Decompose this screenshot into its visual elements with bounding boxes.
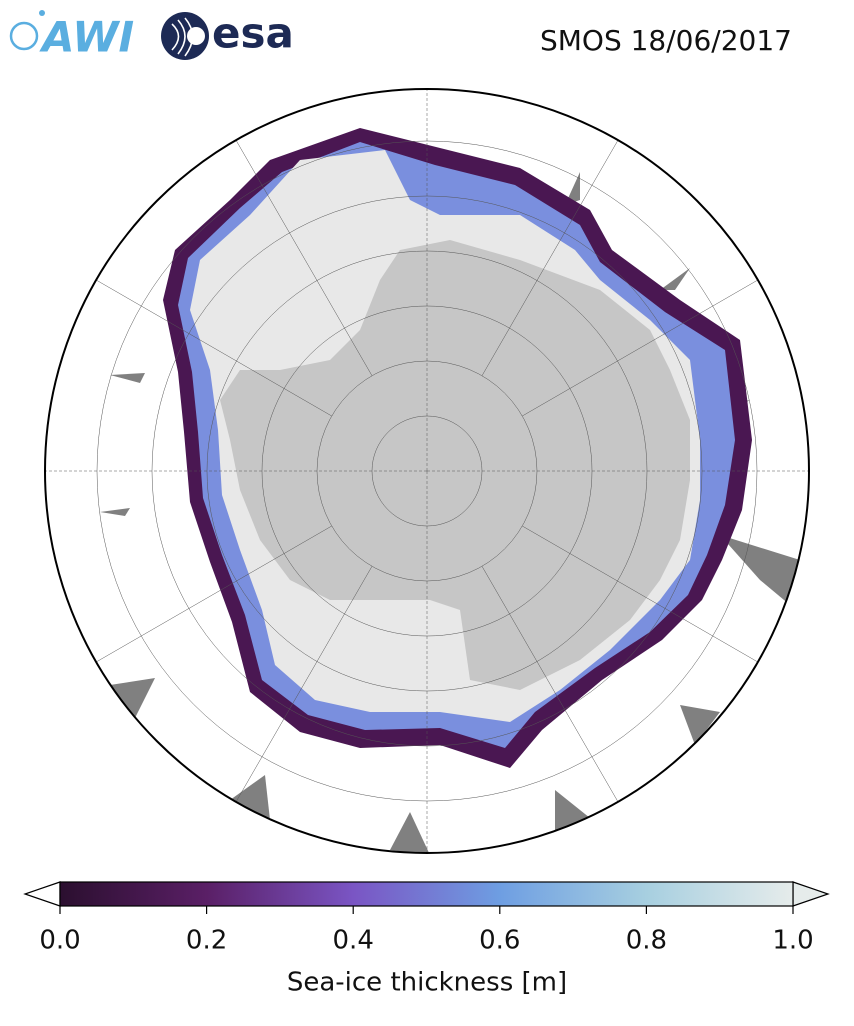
colorbar-under	[23, 881, 61, 907]
map-frame	[44, 88, 810, 854]
colorbar-label: Sea-ice thickness [m]	[287, 968, 567, 998]
colorbar-tick-label: 0.8	[626, 926, 667, 956]
esa-logo: esa	[161, 9, 294, 60]
awi-logo: AWI	[9, 10, 134, 62]
colorbar-tick-label: 0.2	[186, 926, 227, 956]
graticule	[45, 89, 809, 853]
meridian	[235, 140, 373, 376]
awi-logo-text: AWI	[39, 13, 134, 62]
esa-logo-text: esa	[212, 9, 294, 58]
meridian	[522, 279, 758, 417]
meridian	[481, 566, 619, 802]
colorbar-ramp	[59, 881, 794, 907]
colorbar-over	[792, 881, 830, 907]
meridian	[235, 566, 373, 802]
meridian	[481, 140, 619, 376]
colorbar-tick-label: 0.4	[333, 926, 374, 956]
meridian	[96, 525, 332, 663]
map	[45, 89, 809, 853]
colorbar-tick-label: 0.0	[39, 926, 80, 956]
antarctica	[220, 240, 690, 690]
meridian	[96, 279, 332, 417]
colorbar-tick-label: 1.0	[772, 926, 813, 956]
map-title: SMOS 18/06/2017	[540, 24, 792, 57]
meridian	[522, 525, 758, 663]
colorbar: 0.0 0.2 0.4 0.6 0.8 1.0	[23, 881, 830, 956]
colorbar-tick-label: 0.6	[479, 926, 520, 956]
